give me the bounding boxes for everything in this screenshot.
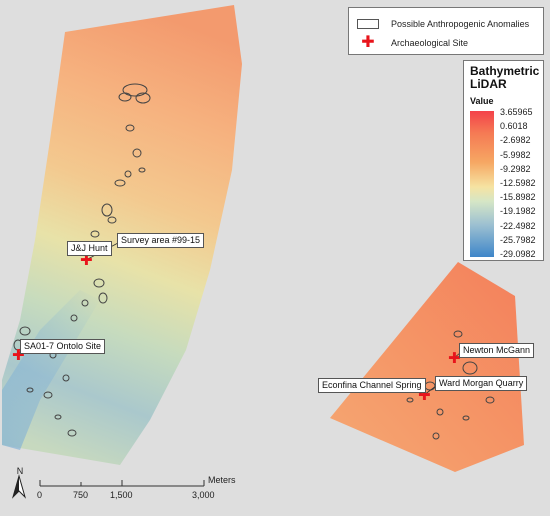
legend-item-anomalies: Possible Anthropogenic Anomalies: [357, 16, 529, 32]
bathymetry-tick-label: 0.6018: [500, 121, 528, 132]
site-marker-jj-hunt[interactable]: ✚: [80, 252, 93, 269]
legend-item-site: ✚ Archaeological Site: [357, 35, 468, 51]
bathymetry-tick-label: -22.4982: [500, 220, 536, 231]
site-cross-icon: ✚: [361, 34, 375, 51]
anomaly-swatch-icon: [357, 19, 379, 29]
map-legend: Possible Anthropogenic Anomalies ✚ Archa…: [348, 7, 544, 55]
bathymetry-tick-label: -19.1982: [500, 206, 536, 217]
scale-label-1500: 1,500: [110, 490, 133, 500]
callout-jj-hunt: J&J Hunt: [67, 241, 112, 256]
legend-anomalies-label: Possible Anthropogenic Anomalies: [391, 19, 530, 29]
scale-unit-label: Meters: [208, 475, 236, 485]
scale-bar-graphic: [39, 480, 205, 487]
bathymetry-legend: Bathymetric LiDAR Value 3.65965 0.6018 -2.…: [463, 60, 544, 261]
legend-site-label: Archaeological Site: [391, 38, 469, 48]
north-indicator: N: [10, 466, 30, 476]
bathymetry-title-line2: LiDAR: [470, 77, 507, 91]
bathymetry-color-ramp: [470, 111, 494, 257]
callout-survey-area: Survey area #99-15: [117, 233, 205, 248]
callout-newton: Newton McGann: [459, 343, 535, 358]
lidar-strip-east: [330, 262, 524, 472]
bathymetry-tick-label: -9.2982: [500, 163, 531, 174]
scale-label-750: 750: [73, 490, 89, 500]
bathymetry-tick-label: -5.9982: [500, 149, 531, 160]
scale-label-3000: 3,000: [192, 490, 215, 500]
bathymetry-tick-label: -15.8982: [500, 192, 536, 203]
callout-ward-morgan: Ward Morgan Quarry: [435, 376, 528, 391]
callout-econfina: Econfina Channel Spring: [318, 378, 426, 393]
site-marker-newton[interactable]: ✚: [448, 350, 461, 367]
bathymetry-tick-label: -25.7982: [500, 234, 536, 245]
deep-channel-band: [2, 290, 100, 450]
north-letter: N: [16, 466, 24, 476]
bathymetry-title-line1: Bathymetric: [470, 64, 540, 78]
callout-ontolo: SA01-7 Ontolo Site: [20, 339, 106, 354]
bathymetry-title: Bathymetric LiDAR: [470, 65, 539, 91]
scale-label-0: 0: [37, 490, 43, 500]
bathymetry-tick-label: -2.6982: [500, 135, 531, 146]
bathymetry-tick-label: -12.5982: [500, 178, 536, 188]
bathymetry-tick-label: 3.65965: [500, 107, 533, 117]
bathymetry-value-label: Value: [470, 96, 494, 106]
north-arrow-icon: [11, 474, 27, 499]
bathymetry-tick-label: -29.0982: [500, 249, 536, 259]
